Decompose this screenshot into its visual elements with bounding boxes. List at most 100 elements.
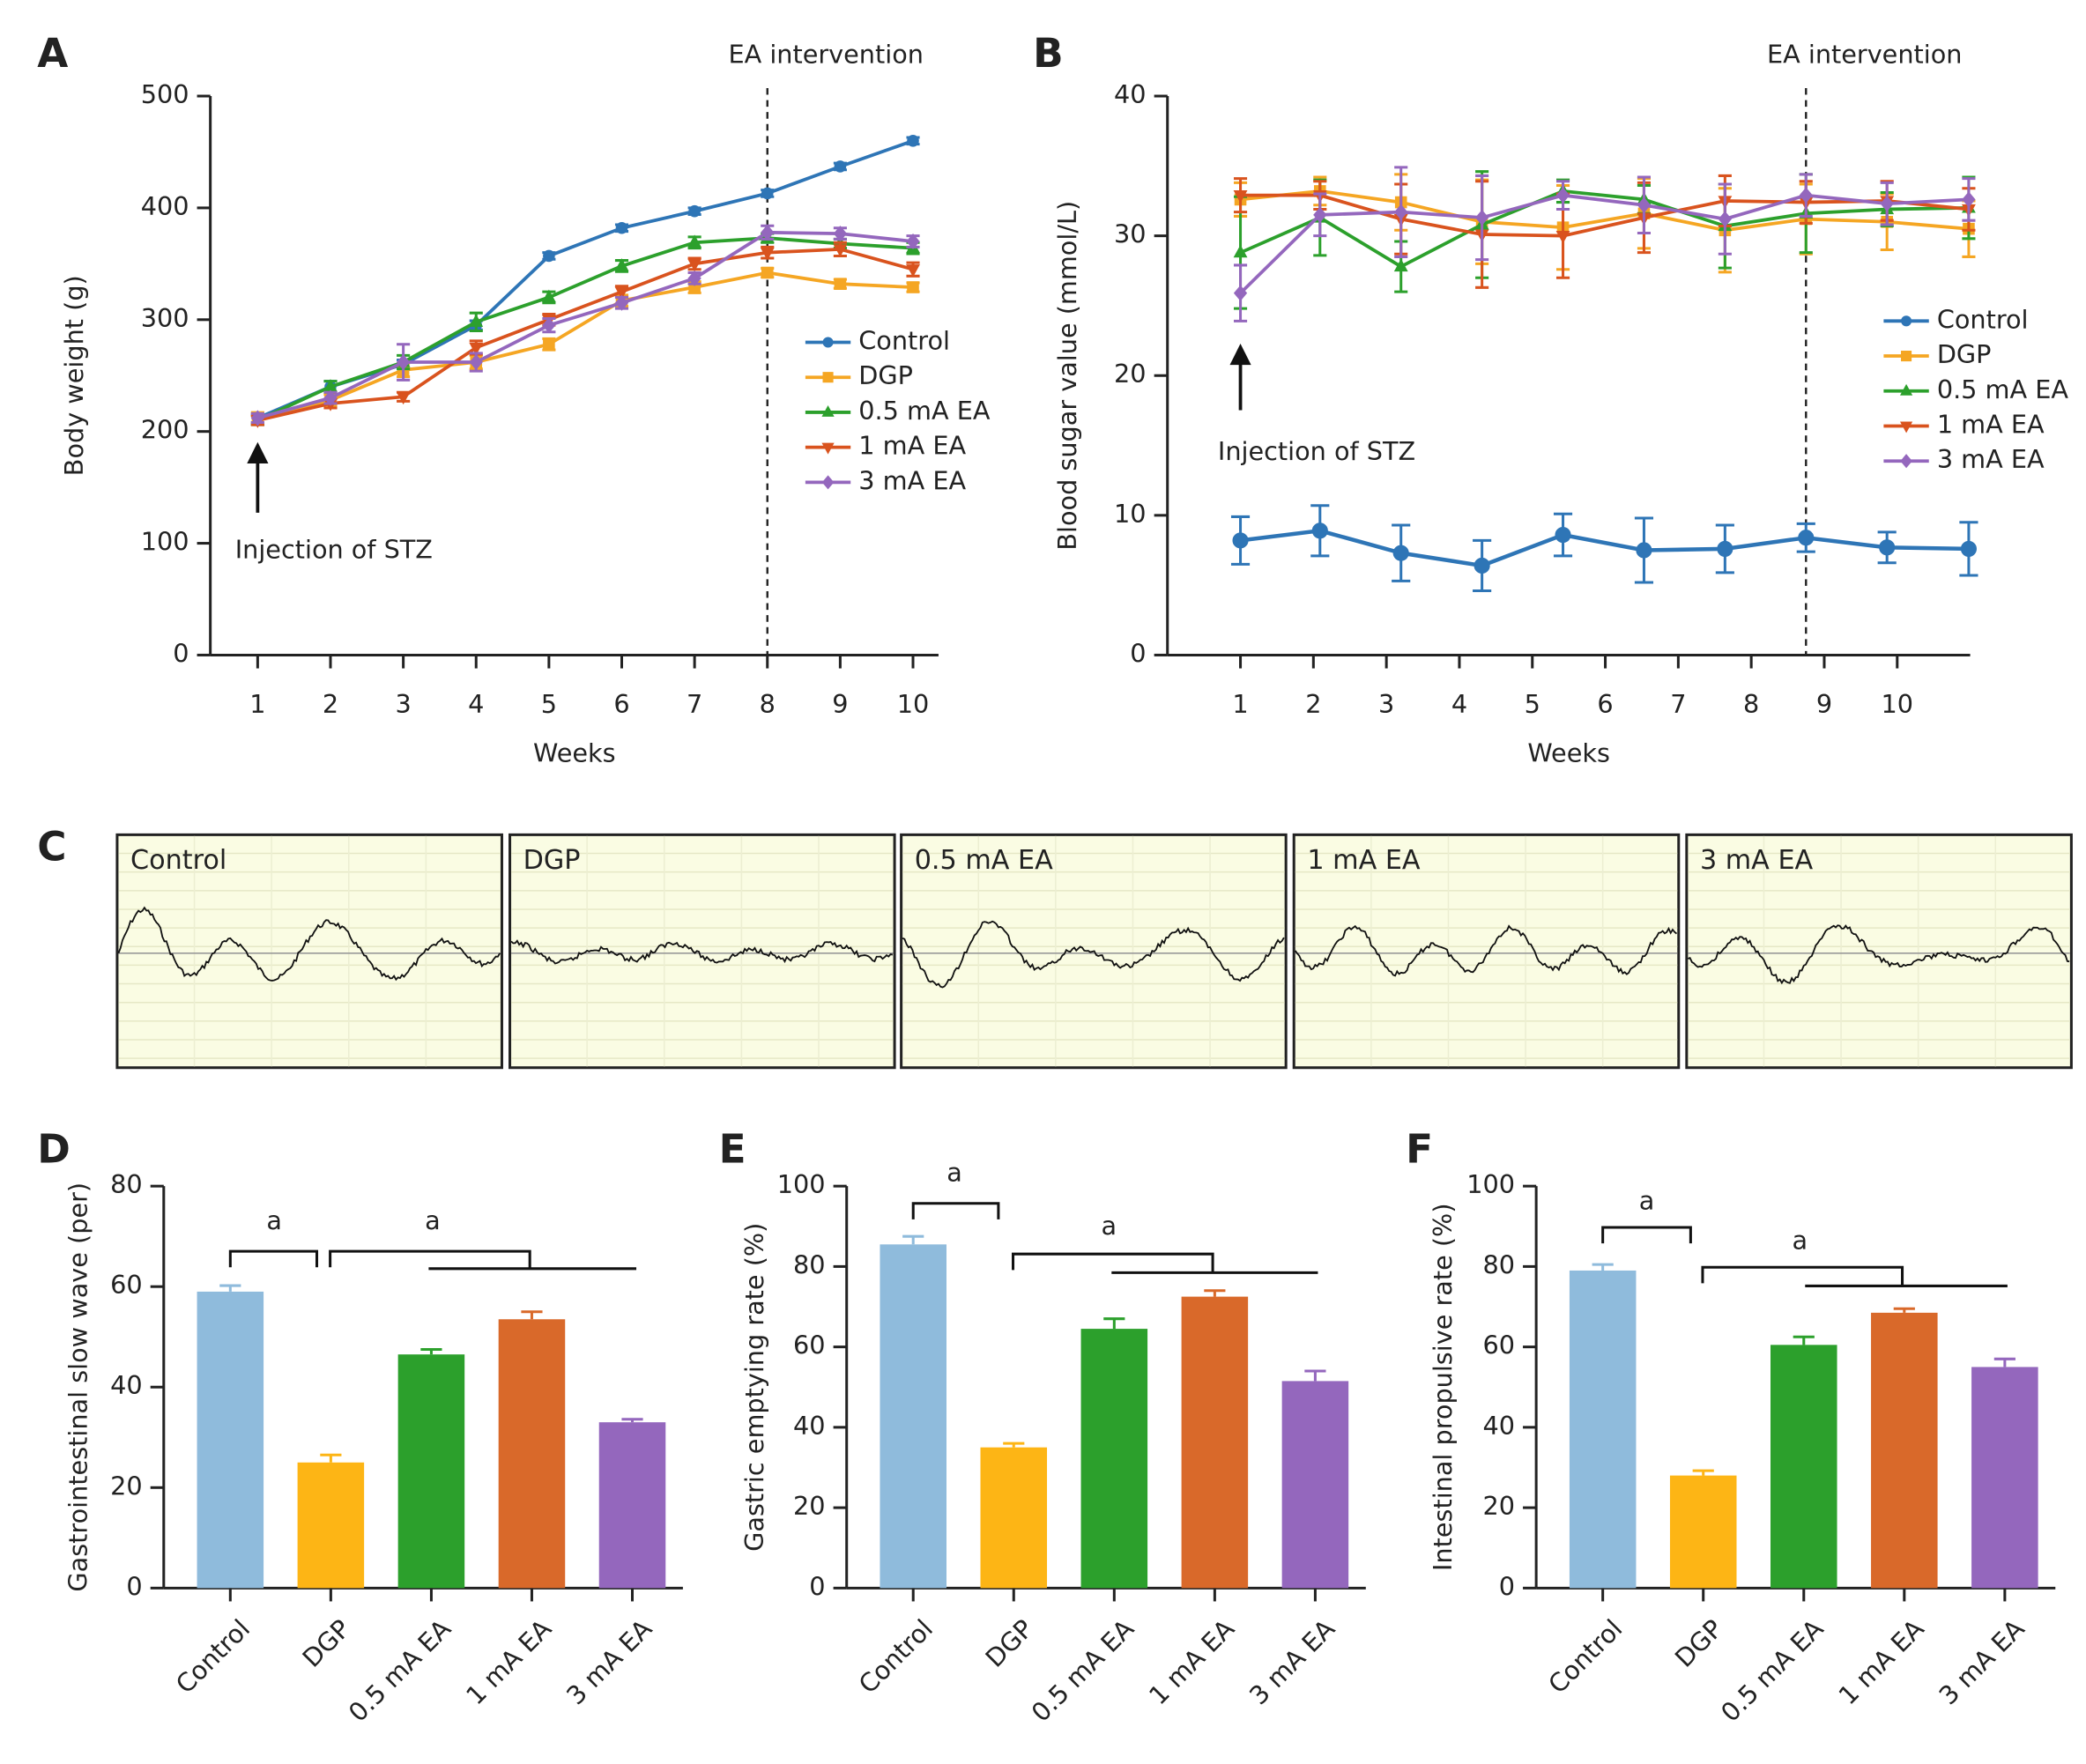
bar [598, 1422, 666, 1589]
marker [1799, 187, 1813, 204]
x-tick-label: 10 [897, 689, 930, 719]
bar [297, 1462, 365, 1589]
y-tick-label: 300 [141, 303, 189, 333]
error-bar [1304, 1369, 1326, 1382]
y-tick-label: 0 [173, 638, 189, 668]
marker [907, 134, 919, 147]
bar [1281, 1381, 1349, 1589]
marker [396, 391, 411, 405]
y-axis-label: Body weight (g) [59, 275, 89, 476]
legend-label: 1 mA EA [858, 431, 966, 461]
x-tick-label: 5 [541, 689, 557, 719]
marker [1233, 190, 1248, 204]
x-axis-label: Weeks [1527, 738, 1610, 768]
x-tick-label: Control [1542, 1613, 1628, 1699]
x-tick-label: Control [853, 1613, 939, 1699]
y-tick-label: 40 [1482, 1411, 1515, 1441]
significance-label: a [946, 1158, 962, 1188]
trace [510, 939, 894, 965]
y-tick-label: 40 [110, 1370, 143, 1400]
trace [902, 920, 1285, 989]
marker [614, 286, 629, 300]
trace-label: DGP [523, 845, 581, 876]
marker [761, 266, 774, 279]
error-bar [420, 1347, 442, 1355]
panel-letter: B [1033, 30, 1064, 77]
bar [980, 1447, 1048, 1589]
x-tick-label: 1 mA EA [1832, 1613, 1929, 1710]
y-axis-label: Blood sugar value (mmol/L) [1052, 201, 1082, 551]
y-tick-label: 80 [1482, 1249, 1515, 1279]
bar [1669, 1475, 1737, 1589]
significance-label: a [266, 1205, 282, 1235]
y-tick-label: 20 [1482, 1491, 1515, 1521]
bar [1181, 1296, 1249, 1589]
x-tick-label: 10 [1882, 689, 1914, 719]
marker [906, 233, 920, 250]
x-axis-label: Weeks [533, 738, 616, 768]
y-tick-label: 20 [1114, 359, 1147, 389]
series-line [1239, 193, 1970, 295]
marker [543, 337, 555, 351]
marker [614, 294, 629, 311]
trace-label: 1 mA EA [1307, 845, 1421, 876]
error-bar [1692, 1469, 1714, 1476]
marker [834, 278, 847, 290]
series-line [256, 230, 914, 420]
y-axis-label: Gastrointestinal slow wave (per) [63, 1182, 93, 1592]
trace-label: Control [130, 845, 226, 876]
arrow-head [1229, 343, 1251, 366]
marker [821, 405, 835, 417]
x-tick-label: 6 [613, 689, 629, 719]
y-tick-label: 400 [141, 191, 189, 221]
y-tick-label: 100 [1466, 1169, 1515, 1199]
annotation: Injection of STZ [235, 535, 433, 565]
bar [498, 1319, 566, 1589]
panel-letter: C [37, 823, 66, 870]
x-tick-label: 3 [395, 689, 411, 719]
error-bar [521, 1310, 543, 1320]
significance-bracket [1701, 1265, 2008, 1287]
x-tick-label: 7 [687, 689, 702, 719]
annotation: EA intervention [728, 40, 923, 70]
significance-label: a [1101, 1211, 1117, 1241]
marker [1637, 196, 1652, 213]
x-tick-label: 8 [760, 689, 776, 719]
marker [469, 314, 484, 327]
y-tick-label: 100 [141, 527, 189, 557]
marker [1394, 204, 1408, 220]
marker [1555, 187, 1570, 204]
bar [197, 1291, 264, 1589]
x-tick-label: 6 [1597, 689, 1613, 719]
y-tick-label: 80 [793, 1249, 826, 1279]
y-tick-label: 10 [1114, 499, 1147, 529]
annotation: EA intervention [1767, 40, 1962, 70]
marker [1311, 523, 1328, 539]
marker [1960, 540, 1977, 557]
bar [1971, 1367, 2038, 1589]
x-tick-label: 1 mA EA [1143, 1613, 1240, 1710]
marker [1393, 258, 1408, 272]
error-bar [219, 1284, 241, 1292]
x-tick-label: 9 [1816, 689, 1832, 719]
marker [834, 160, 847, 173]
legend-label: DGP [1937, 339, 1992, 369]
x-tick-label: Control [170, 1613, 256, 1699]
legend-label: 3 mA EA [1937, 444, 2045, 474]
bar [880, 1244, 946, 1589]
error-bar [902, 1234, 924, 1245]
significance-bracket [228, 1249, 319, 1268]
marker [906, 264, 920, 278]
marker [687, 234, 702, 248]
panel-letter: E [719, 1125, 746, 1172]
series-line [1240, 193, 1970, 238]
y-tick-label: 0 [126, 1571, 142, 1601]
marker [1901, 315, 1912, 327]
marker [1233, 285, 1248, 301]
trace-box [1292, 833, 1681, 1070]
marker [1313, 206, 1327, 223]
series-line [256, 247, 914, 422]
y-tick-label: 40 [793, 1411, 826, 1441]
marker [822, 372, 834, 383]
error-bar [1793, 1335, 1815, 1345]
